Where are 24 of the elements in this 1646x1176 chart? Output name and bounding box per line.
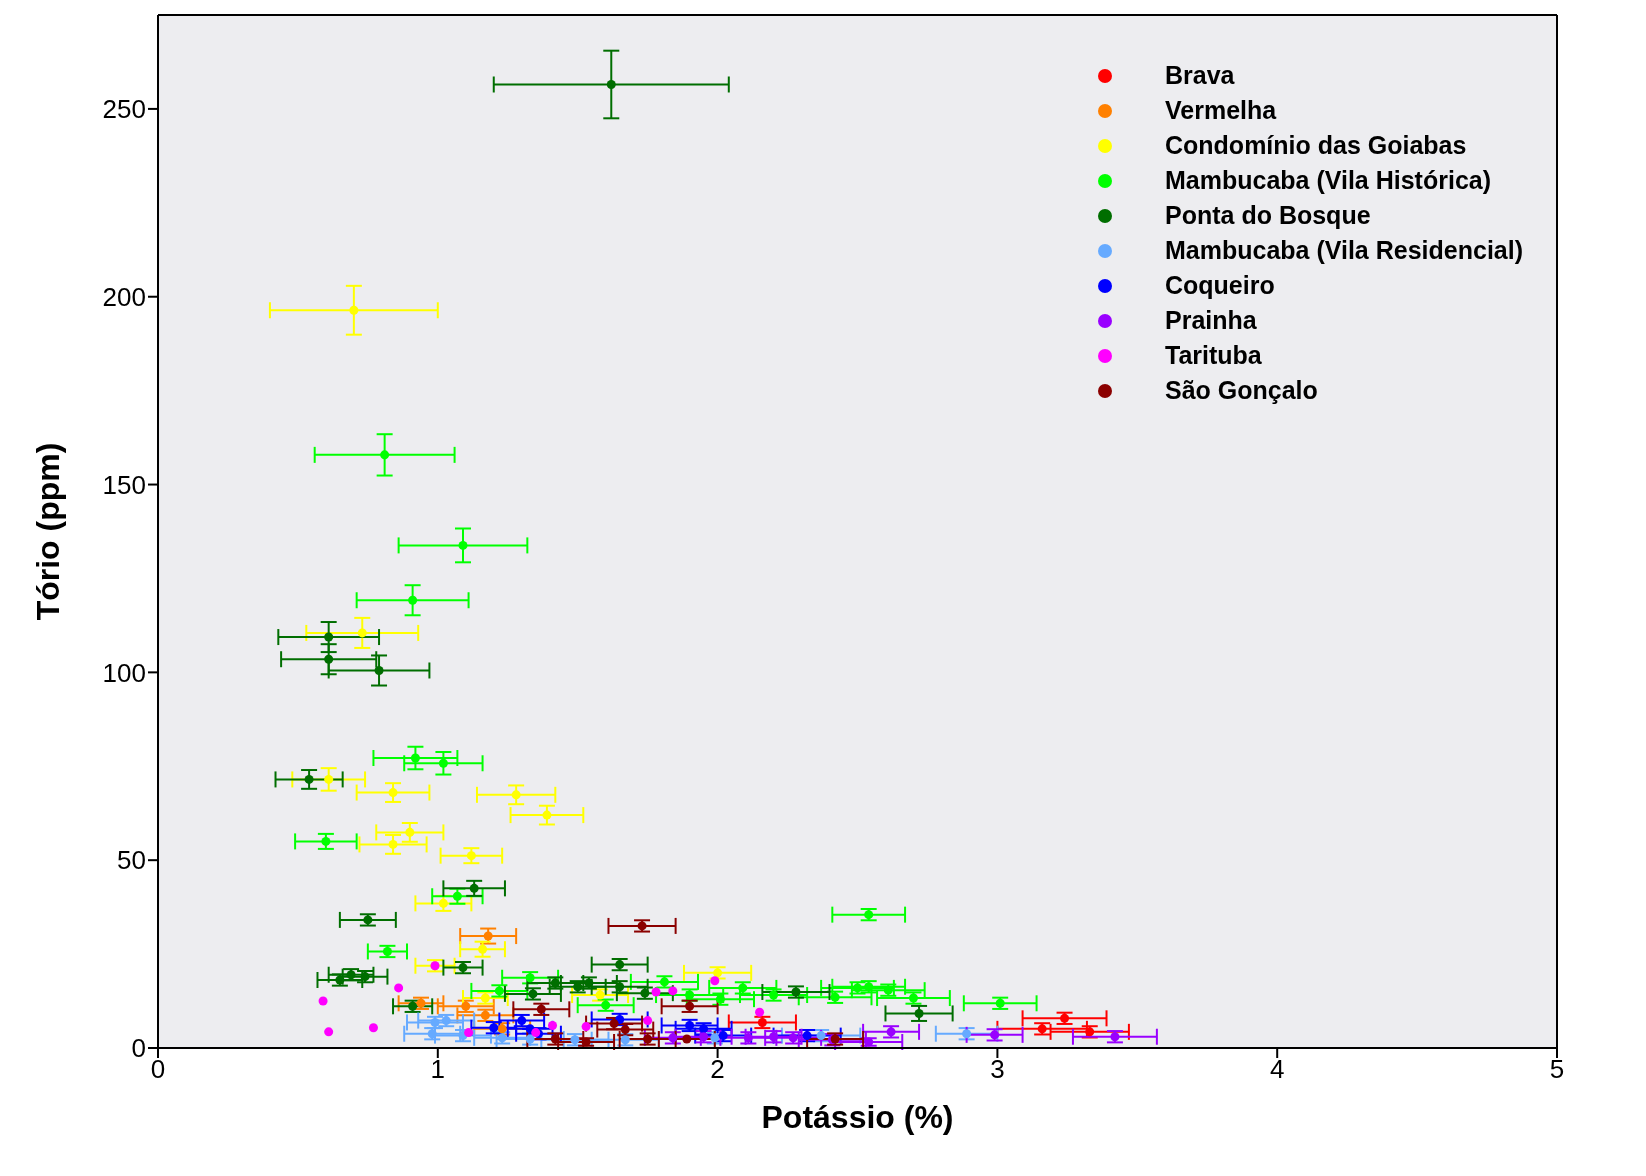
x-tick-label: 4 bbox=[1269, 1054, 1285, 1085]
legend-label: São Gonçalo bbox=[1165, 376, 1318, 405]
legend-label: Prainha bbox=[1165, 306, 1257, 335]
x-tick-label: 2 bbox=[710, 1054, 725, 1085]
legend-label: Coqueiro bbox=[1165, 271, 1275, 300]
legend-label: Mambucaba (Vila Histórica) bbox=[1165, 166, 1492, 195]
x-tick-label: 5 bbox=[1549, 1054, 1565, 1085]
legend-label: Mambucaba (Vila Residencial) bbox=[1165, 236, 1523, 265]
x-axis-title: Potássio (%) bbox=[761, 1099, 954, 1135]
x-tick-label: 3 bbox=[990, 1054, 1005, 1085]
legend-label: Vermelha bbox=[1165, 96, 1277, 125]
y-tick-label: 150 bbox=[102, 469, 146, 500]
legend-label: Tarituba bbox=[1165, 341, 1262, 370]
x-tick-label: 1 bbox=[430, 1054, 446, 1085]
legend-label: Ponta do Bosque bbox=[1165, 201, 1371, 230]
y-tick-label: 100 bbox=[102, 657, 146, 688]
legend-label: Brava bbox=[1165, 61, 1235, 90]
y-tick-label: 250 bbox=[102, 94, 146, 125]
y-axis-title: Tório (ppm) bbox=[30, 442, 67, 621]
x-tick-label: 0 bbox=[150, 1054, 166, 1085]
y-tick-label: 50 bbox=[117, 845, 146, 876]
legend-label: Condomínio das Goiabas bbox=[1165, 131, 1467, 160]
y-tick-label: 200 bbox=[102, 281, 146, 312]
y-tick-label: 0 bbox=[131, 1033, 146, 1064]
